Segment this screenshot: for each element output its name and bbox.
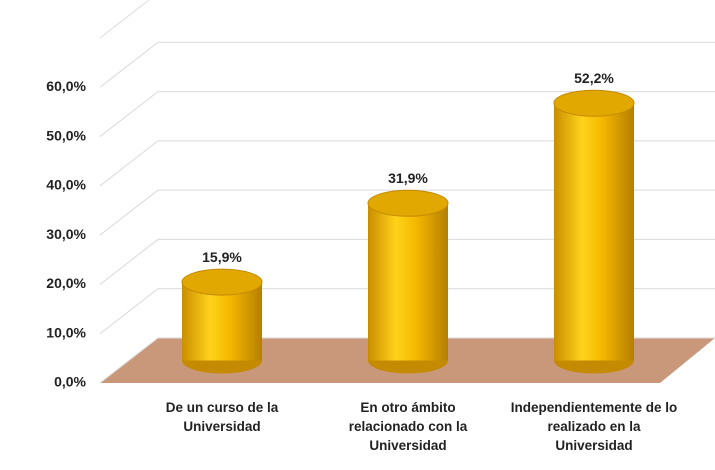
bar [554,103,634,361]
y-tick-label: 30,0% [46,226,86,242]
x-tick-label: En otro ámbito relacionado con la Univer… [348,400,468,453]
grid-line [99,337,715,384]
grid-line [99,41,715,88]
y-tick-label: 10,0% [46,324,86,340]
grid-line [99,189,715,236]
bar [368,203,448,361]
y-tick-label: 60,0% [46,78,86,94]
bar-top [181,268,263,296]
value-label: 31,9% [388,170,428,186]
x-tick-label: De un curso de la Universidad [165,400,279,434]
y-tick-label: 0,0% [54,374,86,390]
wall-edge [99,0,150,39]
grid-line [99,140,715,187]
bar-top [367,189,449,217]
bar-top [553,89,635,117]
grid-line [99,91,715,137]
y-tick-label: 40,0% [46,177,86,193]
y-tick-label: 50,0% [46,127,86,143]
x-tick-label: Independientemente de lo realizado en la… [510,400,678,453]
grid-line [99,238,715,285]
value-label: 52,2% [574,70,614,86]
value-label: 15,9% [202,249,242,265]
y-tick-label: 20,0% [46,275,86,291]
grid-line [99,288,715,335]
